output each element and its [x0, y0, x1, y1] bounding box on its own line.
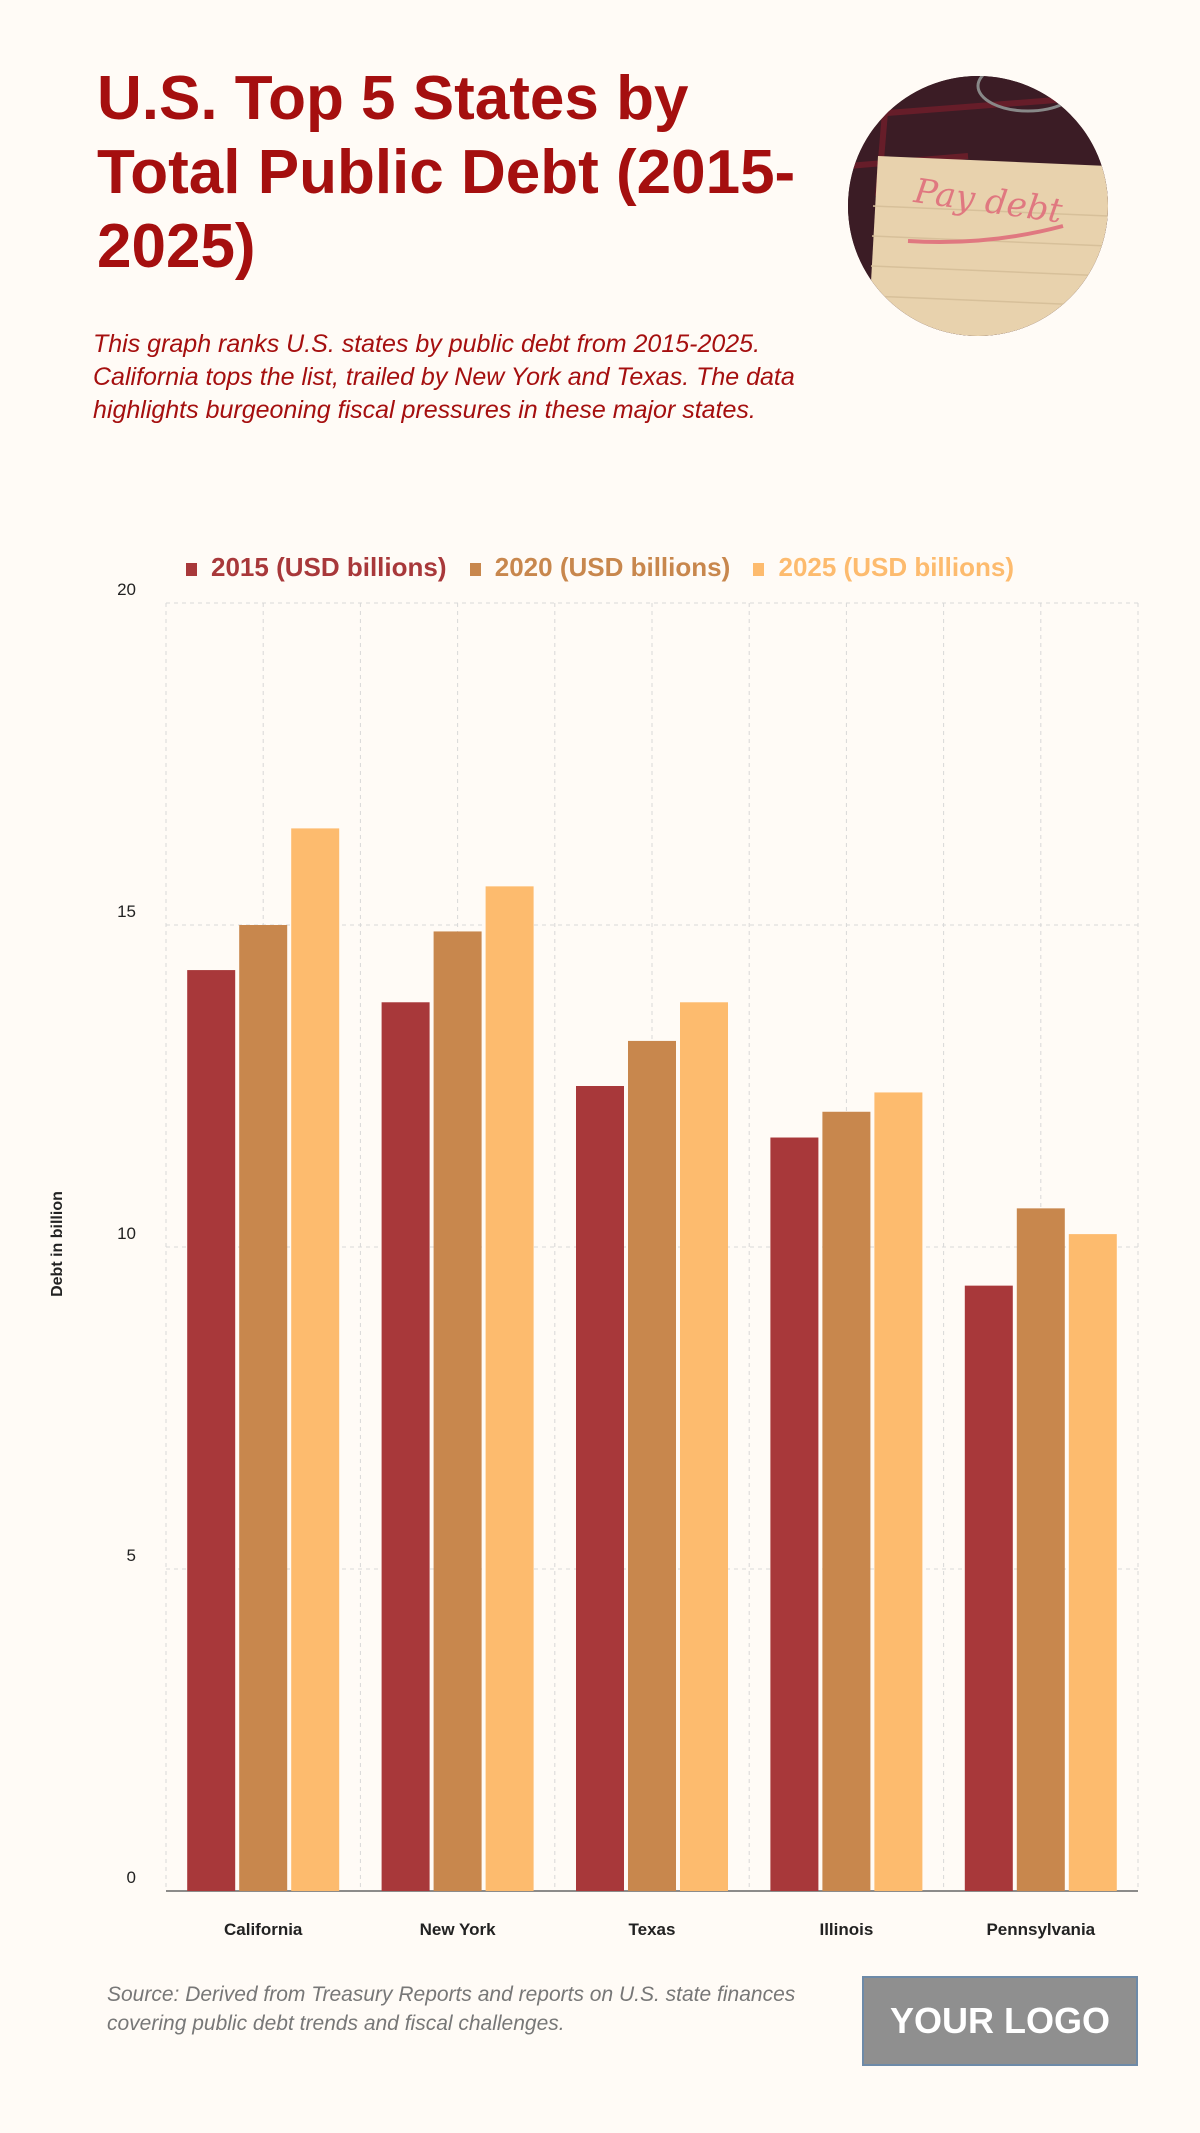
source-note: Source: Derived from Treasury Reports an… [107, 1983, 796, 2035]
x-tick-label: California [224, 1920, 303, 1939]
y-tick-label: 10 [117, 1224, 136, 1243]
y-tick-label: 15 [117, 902, 136, 921]
legend-swatch [753, 562, 765, 576]
x-tick-label: Illinois [819, 1920, 873, 1939]
legend-item-2025: 2025 (USD billions) [753, 552, 1014, 583]
description: This graph ranks U.S. states by public d… [93, 330, 795, 424]
y-tick-label: 0 [127, 1868, 136, 1887]
y-axis-label: Debt in billion [49, 1191, 66, 1297]
y-tick-label: 5 [127, 1546, 136, 1565]
legend-swatch [186, 562, 198, 576]
legend: 2015 (USD billions) 2020 (USD billions) … [0, 552, 1200, 583]
bar-pennsylvania-2025 [1068, 1234, 1117, 1891]
x-tick-label: New York [420, 1920, 496, 1939]
legend-swatch [469, 562, 481, 576]
bar-california-2020 [239, 925, 288, 1891]
legend-item-2020: 2020 (USD billions) [469, 552, 731, 583]
logo-placeholder: YOUR LOGO [862, 1976, 1138, 2066]
bar-illinois-2025 [874, 1092, 923, 1891]
bar-texas-2015 [576, 1086, 624, 1891]
page-title: U.S. Top 5 States by Total Public Debt (… [97, 64, 796, 281]
x-tick-label: Pennsylvania [986, 1920, 1095, 1939]
legend-label: 2025 (USD billions) [778, 552, 1014, 582]
x-tick-label: Texas [629, 1920, 676, 1939]
bar-new-york-2020 [433, 931, 482, 1891]
y-tick-label: 20 [117, 580, 136, 599]
bar-pennsylvania-2020 [1016, 1208, 1065, 1891]
bar-pennsylvania-2015 [964, 1285, 1013, 1891]
bar-texas-2020 [628, 1040, 676, 1891]
bar-illinois-2020 [822, 1111, 871, 1891]
bar-new-york-2015 [381, 1002, 430, 1891]
bar-california-2025 [291, 828, 340, 1891]
bar-illinois-2015 [770, 1137, 819, 1891]
legend-label: 2020 (USD billions) [494, 552, 731, 582]
legend-label: 2015 (USD billions) [211, 552, 447, 582]
bar-california-2015 [187, 970, 236, 1891]
legend-item-2015: 2015 (USD billions) [186, 552, 447, 583]
bar-new-york-2025 [485, 886, 534, 1891]
bar-texas-2025 [680, 1002, 728, 1891]
pay-debt-photo: Pay debt [848, 76, 1108, 336]
